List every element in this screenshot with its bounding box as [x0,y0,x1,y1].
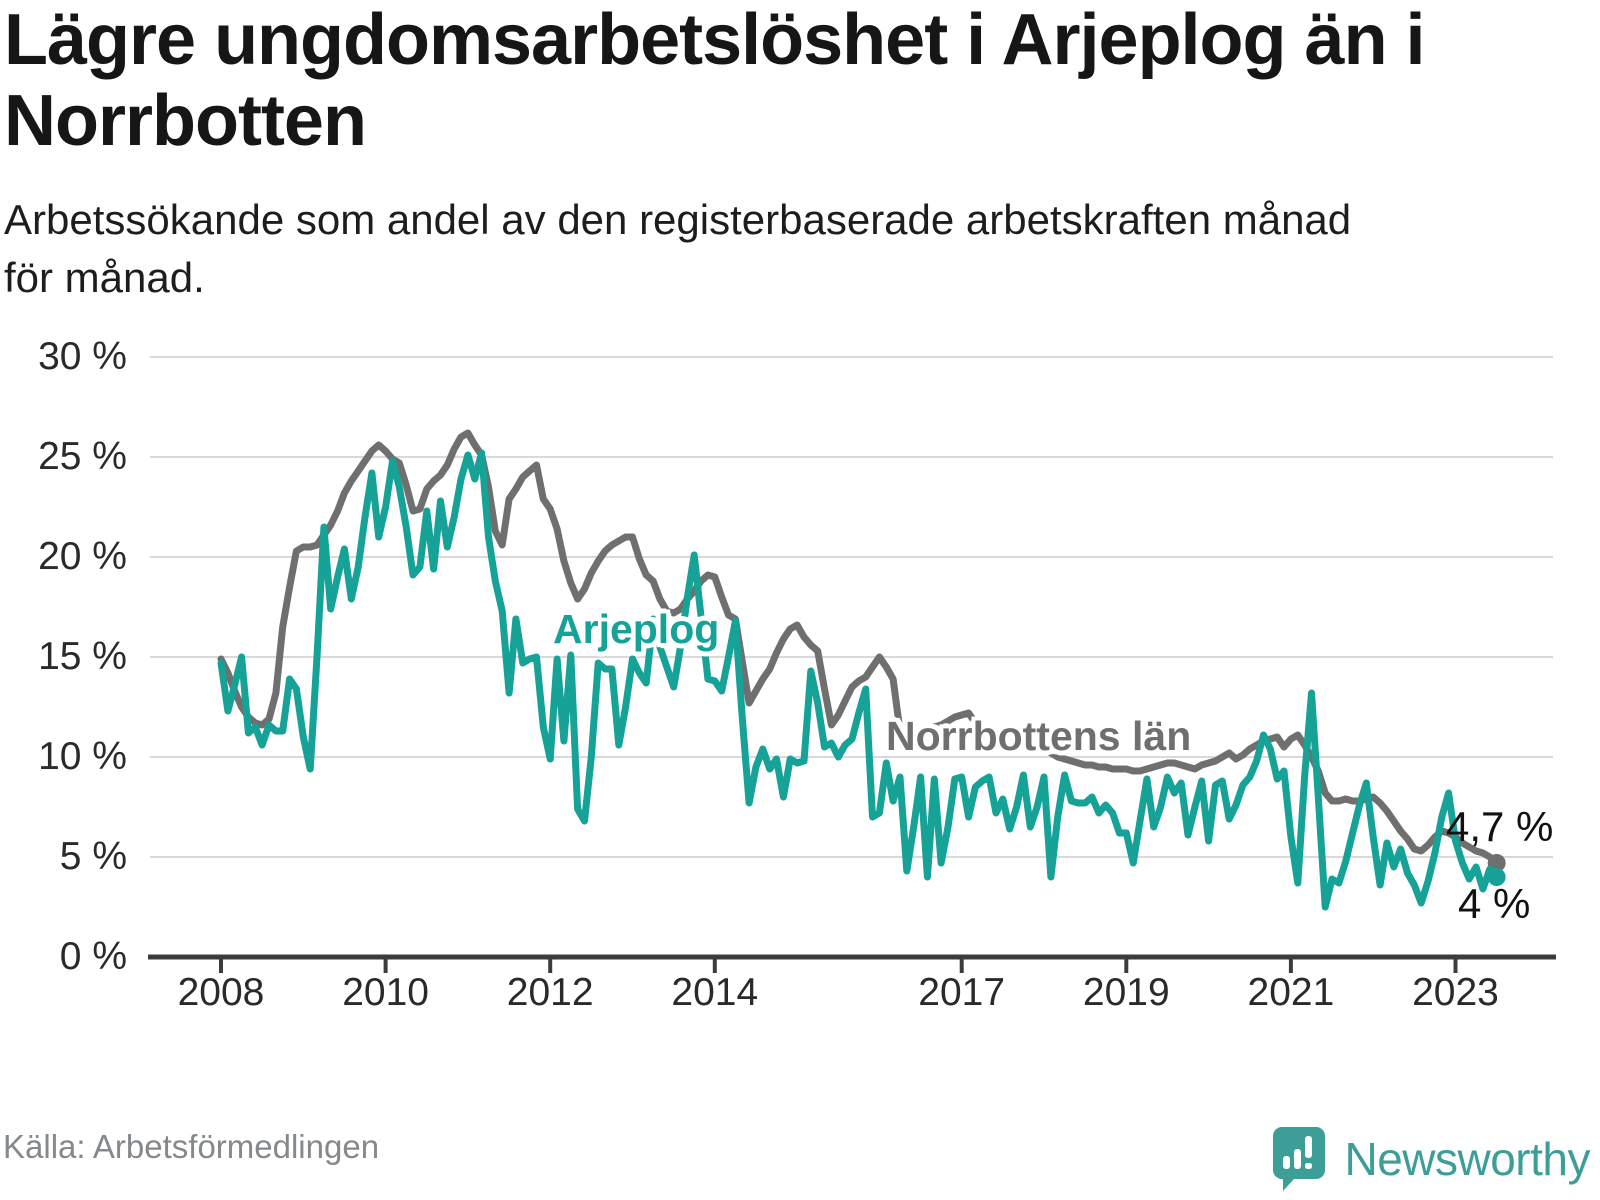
series-label-arjeplog: Arjeplog [553,606,720,652]
newsworthy-wordmark: Newsworthy [1344,1133,1590,1185]
subtitle-line-1: Arbetssökande som andel av den registerb… [4,196,1352,243]
newsworthy-logo: Newsworthy [1270,1124,1590,1194]
x-tick-label: 2014 [671,971,759,1014]
end-dot [1487,868,1506,886]
y-tick-label: 5 % [59,835,127,878]
x-tick-label: 2017 [918,971,1006,1014]
end-value-label-norrbotten: 4,7 % [1446,803,1554,850]
y-tick-label: 15 % [38,635,127,678]
x-tick-label: 2010 [342,971,429,1014]
subtitle-line-2: för månad. [4,254,205,301]
y-tick-label: 0 % [59,935,127,978]
line-arjeplog [217,449,1501,911]
title-line-1: Lägre ungdomsarbetslöshet i Arjeplog än … [4,0,1426,80]
y-tick-label: 10 % [38,735,127,778]
y-tick-label: 30 % [38,335,127,378]
x-tick-label: 2012 [506,971,594,1014]
title-line-2: Norrbotten [4,81,367,161]
page-title: Lägre ungdomsarbetslöshet i Arjeplog än … [4,0,1504,162]
y-tick-label: 20 % [38,535,127,578]
end-value-label-arjeplog: 4 % [1458,880,1531,927]
x-tick-label: 2021 [1247,971,1335,1014]
chart-subtitle: Arbetssökande som andel av den registerb… [4,191,1544,307]
y-tick-label: 25 % [38,435,127,478]
newsworthy-bubble-icon [1273,1127,1326,1191]
x-tick-label: 2023 [1412,971,1499,1014]
series-label-norrbotten: Norrbottens län [886,713,1192,759]
x-tick-label: 2008 [177,971,265,1014]
line-norrbotten [217,429,1501,867]
source-note: Källa: Arbetsförmedlingen [3,1128,380,1165]
x-tick-label: 2019 [1082,971,1170,1014]
